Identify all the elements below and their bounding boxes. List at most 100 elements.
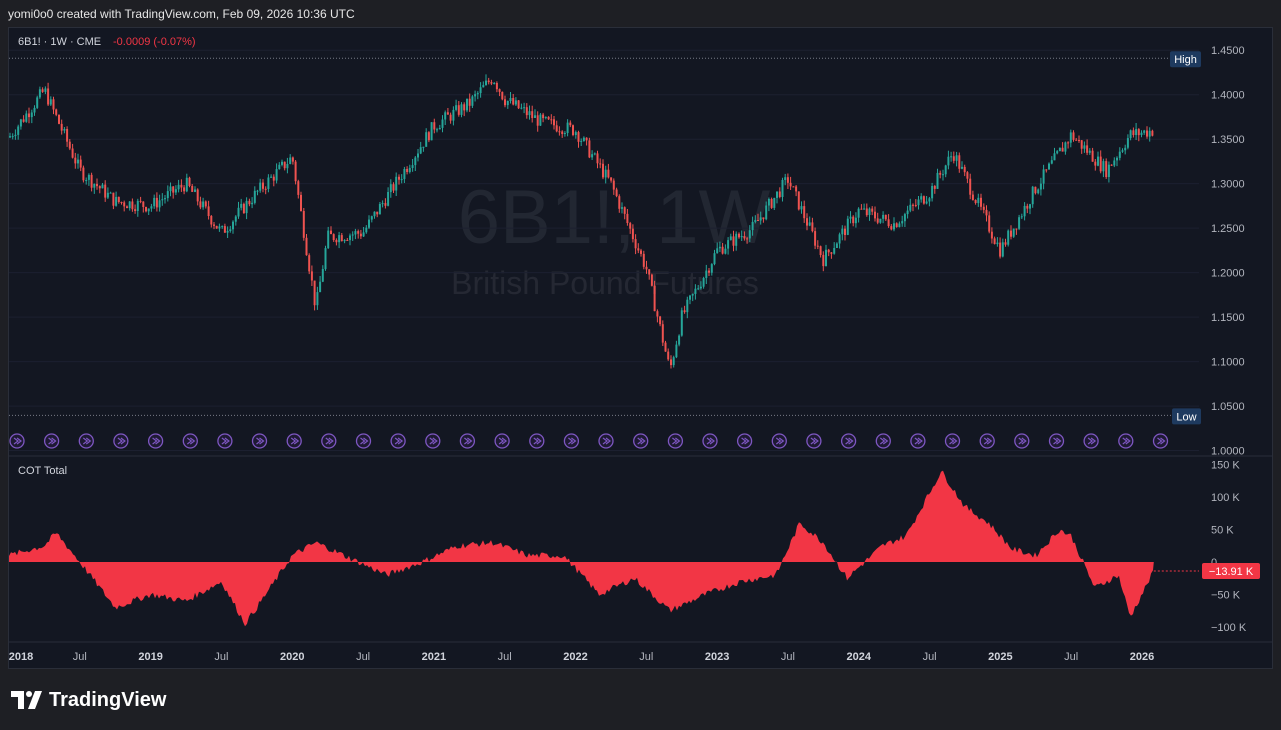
- roll-marker-icon[interactable]: [910, 433, 926, 449]
- roll-marker-icon[interactable]: [113, 433, 129, 449]
- candle-body: [784, 177, 787, 180]
- cot-tick-label: −50 K: [1211, 590, 1241, 602]
- candle-body: [792, 186, 795, 188]
- roll-marker-icon[interactable]: [840, 433, 857, 449]
- candle-body: [683, 310, 686, 313]
- roll-marker-icon[interactable]: [1152, 433, 1169, 449]
- roll-marker-icon[interactable]: [771, 433, 787, 449]
- candle-body: [400, 179, 403, 181]
- candle-body: [370, 216, 373, 220]
- candle-body: [806, 218, 808, 226]
- roll-marker-icon[interactable]: [9, 433, 25, 449]
- roll-marker-icon[interactable]: [251, 433, 268, 449]
- candle-body: [835, 243, 838, 248]
- candle-body: [240, 203, 243, 208]
- roll-marker-icon[interactable]: [355, 433, 372, 449]
- candle-body: [961, 166, 963, 169]
- candle-body: [577, 132, 580, 142]
- roll-marker-icon[interactable]: [425, 433, 441, 449]
- cot-title[interactable]: COT Total: [18, 465, 67, 477]
- roll-marker-arrow: [82, 437, 92, 445]
- roll-marker-icon[interactable]: [459, 433, 476, 449]
- roll-marker-arrow: [290, 437, 300, 445]
- roll-marker-arrow: [394, 437, 404, 445]
- roll-marker-icon[interactable]: [806, 433, 822, 449]
- roll-marker-arrow: [983, 437, 993, 445]
- candle-body: [854, 217, 857, 224]
- time-tick-label: Jul: [923, 651, 937, 663]
- roll-marker-icon[interactable]: [286, 433, 302, 449]
- roll-marker-icon[interactable]: [217, 433, 233, 449]
- main-pane[interactable]: [9, 28, 1199, 455]
- candle-body: [310, 271, 313, 281]
- candle-body: [351, 234, 354, 236]
- candle-body: [441, 119, 444, 128]
- roll-marker-icon[interactable]: [147, 433, 164, 449]
- roll-marker-arrow: [1122, 437, 1131, 445]
- roll-marker-icon[interactable]: [1014, 433, 1030, 449]
- roll-marker-icon[interactable]: [494, 433, 510, 449]
- candle-body: [819, 246, 822, 255]
- roll-marker-icon[interactable]: [43, 433, 60, 449]
- candle-body: [727, 240, 730, 249]
- roll-marker-arrow: [741, 437, 750, 445]
- roll-marker-icon[interactable]: [979, 433, 995, 449]
- candle-body: [610, 177, 613, 181]
- candle-body: [381, 203, 384, 205]
- roll-marker-icon[interactable]: [702, 433, 718, 449]
- roll-marker-icon[interactable]: [1118, 433, 1134, 449]
- candle-body: [525, 107, 528, 116]
- symbol-header[interactable]: 6B1! · 1W · CME: [18, 36, 101, 48]
- candle-body: [82, 167, 85, 181]
- candle-body: [702, 278, 705, 287]
- candle-body: [33, 107, 36, 113]
- roll-marker-arrow: [810, 437, 819, 445]
- candle-body: [996, 242, 999, 245]
- cot-area-series[interactable]: [9, 470, 1154, 627]
- candle-body: [479, 87, 482, 94]
- time-tick-label: Jul: [639, 651, 653, 663]
- tradingview-logo[interactable]: TradingView: [11, 688, 166, 712]
- candle-body: [297, 181, 300, 195]
- roll-marker-icon[interactable]: [563, 433, 580, 449]
- time-tick-label: 2026: [1130, 651, 1154, 663]
- candle-body: [618, 196, 621, 209]
- roll-marker-icon[interactable]: [78, 433, 94, 449]
- roll-marker-icon[interactable]: [875, 433, 891, 449]
- roll-marker-icon[interactable]: [667, 433, 684, 449]
- candle-body: [1067, 142, 1070, 144]
- roll-marker-icon[interactable]: [598, 433, 614, 449]
- candle-body: [202, 201, 205, 208]
- price-tick-label: 1.1500: [1211, 312, 1245, 324]
- roll-marker-icon[interactable]: [944, 433, 961, 449]
- chart-frame[interactable]: 6B1!, 1W British Pound Futures 1.4500 1.4…: [8, 27, 1273, 669]
- candle-body: [272, 176, 275, 181]
- roll-marker-arrow: [1157, 437, 1166, 445]
- roll-marker-icon[interactable]: [1048, 433, 1065, 449]
- roll-marker-icon[interactable]: [321, 433, 337, 449]
- candle-body: [90, 174, 93, 188]
- candle-body: [542, 114, 545, 119]
- roll-marker-icon[interactable]: [529, 433, 545, 449]
- roll-marker-icon[interactable]: [182, 433, 198, 449]
- roll-marker-icon[interactable]: [1083, 433, 1099, 449]
- candle-body: [147, 208, 150, 212]
- candle-body: [689, 295, 691, 300]
- roll-marker-icon[interactable]: [633, 433, 649, 449]
- candle-body: [814, 231, 817, 246]
- candle-body: [398, 176, 400, 180]
- candle-body: [63, 129, 66, 131]
- roll-marker-icon[interactable]: [736, 433, 753, 449]
- candle-body: [1132, 130, 1135, 135]
- chart-canvas[interactable]: 6B1!, 1W British Pound Futures 1.45001.4…: [9, 28, 1272, 668]
- roll-marker-icon[interactable]: [390, 433, 406, 449]
- candle-body: [999, 242, 1002, 257]
- candle-body: [735, 233, 738, 246]
- candle-body: [906, 210, 909, 215]
- candle-body: [822, 254, 825, 267]
- candle-body: [22, 119, 25, 122]
- candle-body: [629, 223, 632, 229]
- candle-body: [1083, 145, 1086, 149]
- candle-body: [661, 324, 664, 343]
- candle-body: [430, 122, 433, 141]
